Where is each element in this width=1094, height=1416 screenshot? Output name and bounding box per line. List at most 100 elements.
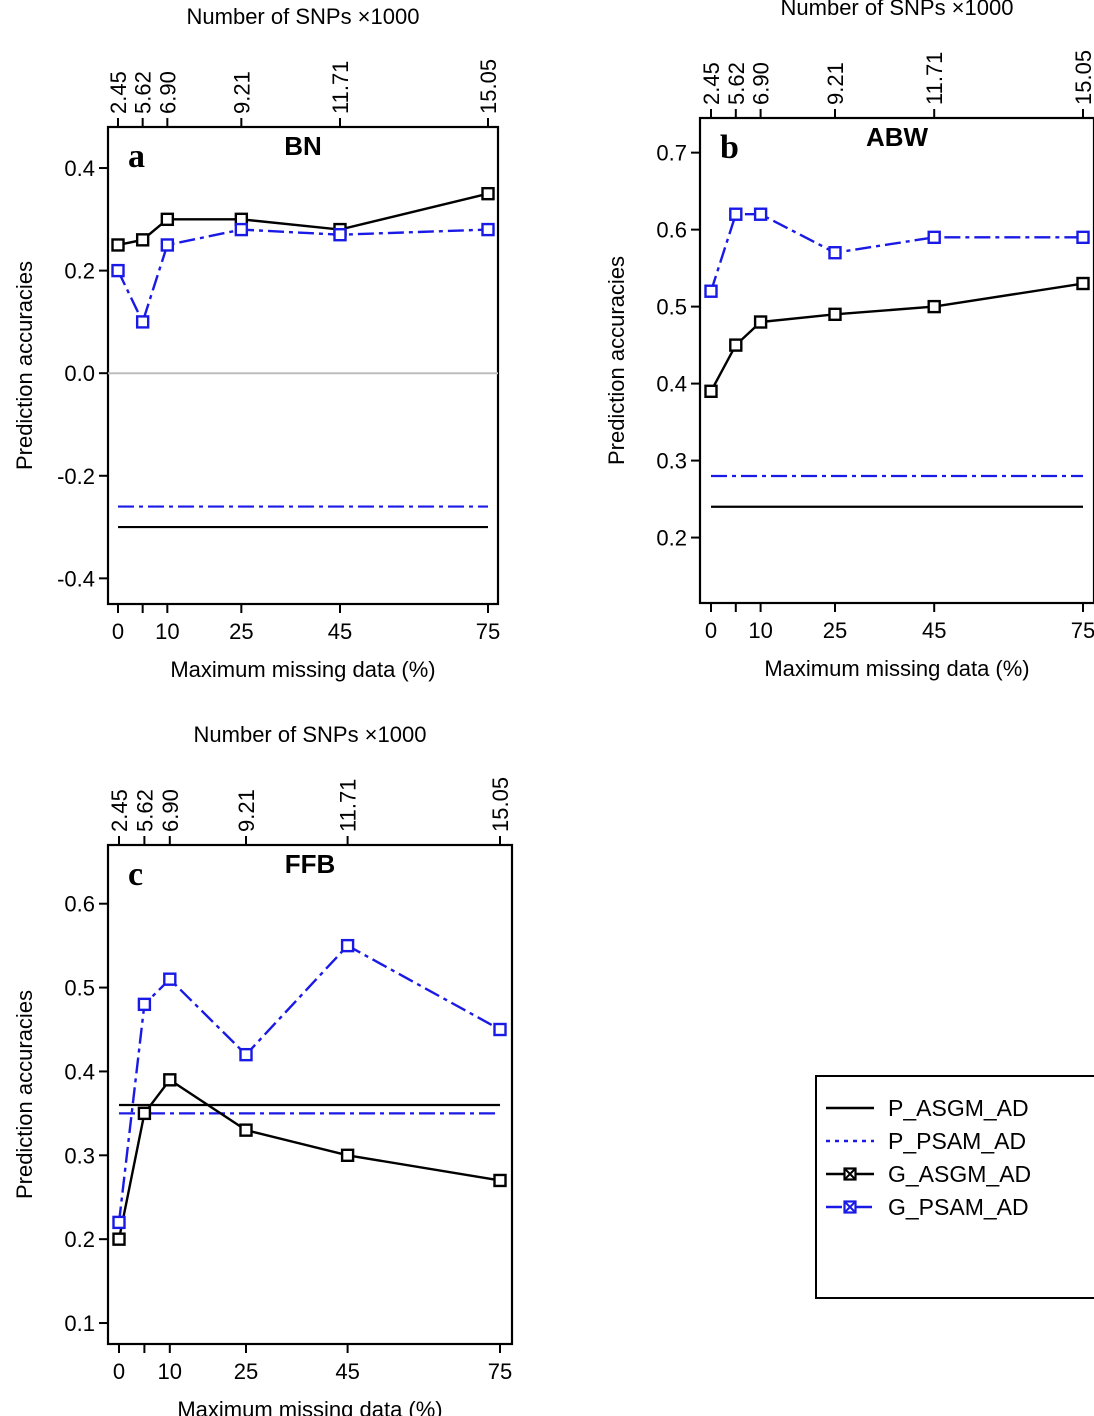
data-point bbox=[135, 233, 150, 247]
data-point bbox=[704, 384, 718, 398]
data-point bbox=[1076, 276, 1090, 291]
data-point bbox=[828, 307, 842, 322]
x-tick-label: 10 bbox=[748, 618, 772, 643]
y-tick-label: 0.2 bbox=[64, 259, 95, 284]
top-tick-label: 11.71 bbox=[328, 61, 353, 114]
x-tick-label: 0 bbox=[705, 618, 717, 643]
top-tick-label: 5.62 bbox=[724, 62, 749, 105]
x-tick-label: 25 bbox=[229, 619, 253, 644]
data-point bbox=[163, 1073, 177, 1087]
top-tick-label: 6.90 bbox=[158, 789, 183, 832]
data-point bbox=[481, 186, 495, 201]
data-point bbox=[729, 207, 743, 221]
x-axis-label: Maximum missing data (%) bbox=[170, 657, 435, 682]
legend: P_ASGM_AD P_PSAM_AD G_ASGM_AD G_PSAM_AD bbox=[815, 1075, 1094, 1299]
data-point bbox=[493, 1173, 507, 1188]
data-point bbox=[753, 315, 768, 329]
x-tick-label: 25 bbox=[823, 618, 847, 643]
x-tick-label: 75 bbox=[1071, 618, 1094, 643]
series-line-g_asgm_ad bbox=[709, 282, 1084, 392]
y-tick-label: -0.2 bbox=[57, 464, 95, 489]
legend-label: G_ASGM_AD bbox=[888, 1161, 1031, 1187]
data-point bbox=[137, 1106, 152, 1121]
top-tick-label: 2.45 bbox=[699, 62, 724, 105]
top-axis-label: Number of SNPs ×1000 bbox=[187, 4, 420, 29]
data-point bbox=[111, 238, 125, 252]
y-tick-label: 0.5 bbox=[656, 295, 687, 320]
data-point bbox=[137, 997, 152, 1012]
data-point bbox=[493, 1022, 507, 1037]
data-point bbox=[160, 212, 175, 227]
series-line-g_psam_ad bbox=[117, 944, 501, 1223]
y-tick-label: 0.2 bbox=[64, 1227, 95, 1252]
top-tick-label: 15.05 bbox=[1071, 50, 1094, 105]
data-point bbox=[112, 1232, 126, 1246]
panel-letter: b bbox=[720, 129, 739, 166]
legend-marker-x bbox=[844, 1201, 856, 1213]
y-axis-label: Prediction accuracies bbox=[604, 256, 629, 465]
data-point bbox=[927, 230, 941, 245]
top-tick-label: 5.62 bbox=[132, 789, 157, 832]
data-point bbox=[239, 1123, 253, 1137]
legend-marker-x bbox=[844, 1168, 856, 1180]
plot-frame bbox=[698, 116, 1094, 605]
data-point bbox=[163, 972, 177, 986]
data-point bbox=[135, 315, 150, 329]
data-point bbox=[239, 1047, 253, 1062]
data-point bbox=[111, 263, 125, 278]
x-tick-label: 45 bbox=[922, 618, 946, 643]
data-point bbox=[112, 1215, 126, 1230]
series-line-g_psam_ad bbox=[116, 228, 489, 326]
top-tick-label: 11.71 bbox=[922, 52, 947, 105]
data-point bbox=[753, 207, 768, 221]
y-tick-label: 0.6 bbox=[656, 218, 687, 243]
x-tick-label: 75 bbox=[476, 619, 500, 644]
panel-letter: c bbox=[128, 856, 143, 893]
top-tick-label: 2.45 bbox=[107, 789, 132, 832]
data-point bbox=[340, 1148, 355, 1163]
y-tick-label: 0.6 bbox=[64, 892, 95, 917]
y-tick-label: 0.4 bbox=[64, 1059, 95, 1084]
panel-a: -0.4 -0.2 0.0 0.2 0.4 0 10 25 45 75 2.45 5.62 6.90 9.… bbox=[12, 4, 501, 682]
top-tick-label: 11.71 bbox=[336, 779, 361, 832]
series-line-g_asgm_ad bbox=[117, 1078, 501, 1240]
legend-label: G_PSAM_AD bbox=[888, 1194, 1029, 1220]
y-axis-label: Prediction accuracies bbox=[12, 261, 37, 470]
x-axis-label: Maximum missing data (%) bbox=[177, 1397, 442, 1416]
y-axis-label: Prediction accuracies bbox=[12, 990, 37, 1199]
legend-label: P_ASGM_AD bbox=[888, 1095, 1029, 1121]
top-axis-label: Number of SNPs ×1000 bbox=[781, 0, 1014, 20]
top-tick-label: 9.21 bbox=[229, 71, 254, 114]
y-tick-label: 0.4 bbox=[656, 372, 687, 397]
y-tick-label: 0.5 bbox=[64, 976, 95, 1001]
panel-title: BN bbox=[284, 131, 322, 161]
panel-title: FFB bbox=[285, 849, 336, 879]
y-tick-label: 0.7 bbox=[656, 141, 687, 166]
y-tick-label: 0.1 bbox=[64, 1311, 95, 1336]
y-tick-label: 0.2 bbox=[656, 526, 687, 551]
data-point bbox=[704, 284, 718, 298]
top-tick-label: 6.90 bbox=[155, 71, 180, 114]
data-point bbox=[828, 246, 842, 260]
panel-c: 0.1 0.2 0.3 0.4 0.5 0.6 0 10 25 45 75 2.45 5.62 6.90 9… bbox=[12, 722, 514, 1416]
panel-letter: a bbox=[128, 138, 145, 175]
data-point bbox=[1076, 230, 1090, 245]
x-tick-label: 45 bbox=[328, 619, 352, 644]
x-tick-label: 45 bbox=[335, 1359, 359, 1384]
top-tick-label: 2.45 bbox=[106, 71, 131, 114]
top-tick-label: 15.05 bbox=[476, 59, 501, 114]
data-point bbox=[333, 228, 347, 242]
y-tick-label: 0.3 bbox=[656, 449, 687, 474]
y-tick-label: -0.4 bbox=[57, 566, 95, 591]
legend-label: P_PSAM_AD bbox=[888, 1128, 1026, 1154]
top-tick-label: 5.62 bbox=[131, 71, 156, 114]
top-tick-label: 9.21 bbox=[823, 62, 848, 105]
plot-frame bbox=[106, 125, 500, 606]
top-tick-label: 6.90 bbox=[749, 62, 774, 105]
series-line-g_psam_ad bbox=[709, 213, 1083, 292]
top-axis-label: Number of SNPs ×1000 bbox=[194, 722, 427, 747]
y-tick-label: 0.4 bbox=[64, 156, 95, 181]
data-point bbox=[927, 299, 941, 314]
x-tick-label: 10 bbox=[158, 1359, 182, 1384]
